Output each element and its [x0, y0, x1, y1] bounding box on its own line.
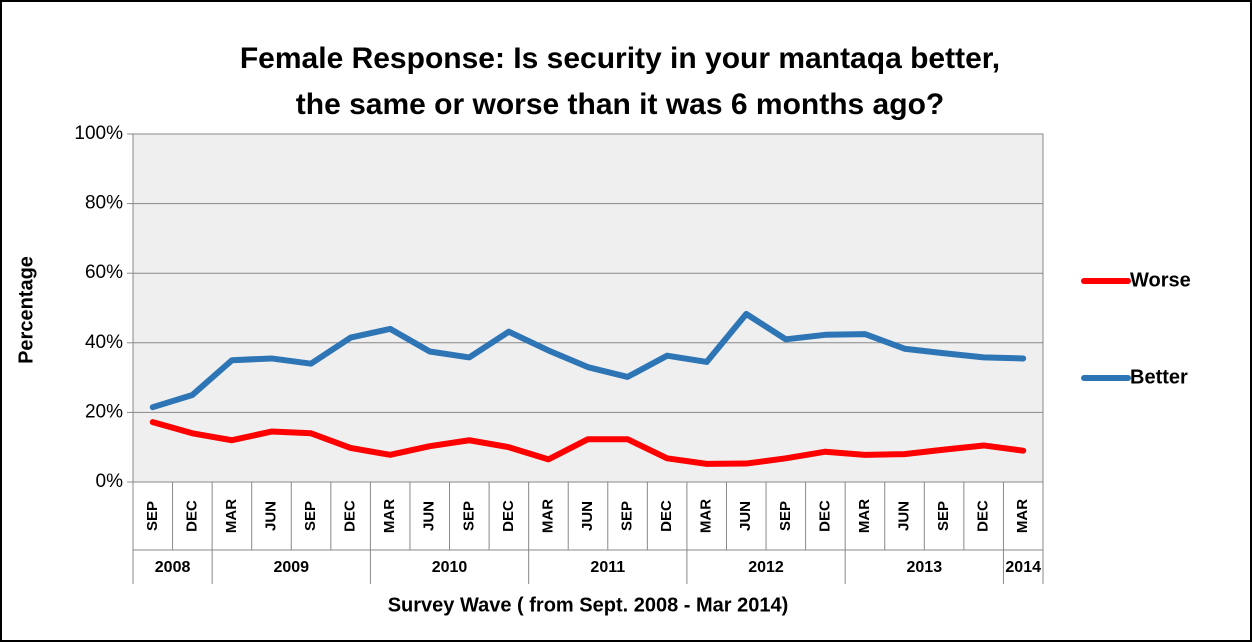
x-tick-label: JUN: [421, 501, 438, 531]
x-tick-label: SEP: [144, 501, 161, 531]
x-tick-label: SEP: [777, 501, 794, 531]
series-line: [149, 419, 1027, 467]
x-tick-label: MAR: [1014, 499, 1031, 533]
x-tick-label: MAR: [223, 499, 240, 533]
x-group-label: 2011: [590, 559, 625, 576]
x-group-label: 2009: [273, 559, 309, 576]
x-tick-label: MAR: [698, 499, 715, 533]
legend-label: Better: [1130, 366, 1188, 388]
x-tick-label: JUN: [262, 501, 279, 531]
chart-title: Female Response: Is security in your man…: [240, 42, 1000, 75]
x-axis-title: Survey Wave ( from Sept. 2008 - Mar 2014…: [388, 594, 789, 616]
x-tick-label: JUN: [579, 501, 596, 531]
plot-area: [132, 133, 1044, 483]
x-group-label: 2008: [155, 559, 191, 576]
x-group-label: 2014: [1005, 559, 1041, 576]
x-tick-label: DEC: [342, 500, 359, 532]
x-tick-label: MAR: [381, 499, 398, 533]
x-tick-label: DEC: [658, 500, 675, 532]
x-group-label: 2010: [432, 559, 468, 576]
y-tick-label: 60%: [85, 262, 123, 283]
y-tick-label: 0%: [96, 471, 124, 492]
x-tick-label: SEP: [619, 501, 636, 531]
x-tick-label: DEC: [975, 500, 992, 532]
x-tick-label: SEP: [302, 501, 319, 531]
x-group-label: 2013: [907, 559, 943, 576]
series-line: [149, 310, 1027, 411]
chart-title: the same or worse than it was 6 months a…: [296, 88, 944, 121]
x-tick-label: DEC: [183, 500, 200, 532]
y-axis-title: Percentage: [15, 256, 37, 364]
y-tick-label: 20%: [85, 401, 123, 422]
x-group-label: 2012: [748, 559, 784, 576]
x-tick-label: JUN: [737, 501, 754, 531]
x-tick-label: MAR: [539, 499, 556, 533]
x-tick-label: DEC: [816, 500, 833, 532]
x-tick-label: JUN: [895, 501, 912, 531]
legend-label: Worse: [1130, 269, 1191, 291]
y-tick-label: 100%: [74, 123, 123, 144]
x-tick-label: SEP: [935, 501, 952, 531]
x-tick-label: DEC: [500, 500, 517, 532]
y-tick-label: 80%: [85, 193, 123, 214]
y-tick-label: 40%: [85, 332, 123, 353]
x-tick-label: MAR: [856, 499, 873, 533]
x-tick-label: SEP: [460, 501, 477, 531]
